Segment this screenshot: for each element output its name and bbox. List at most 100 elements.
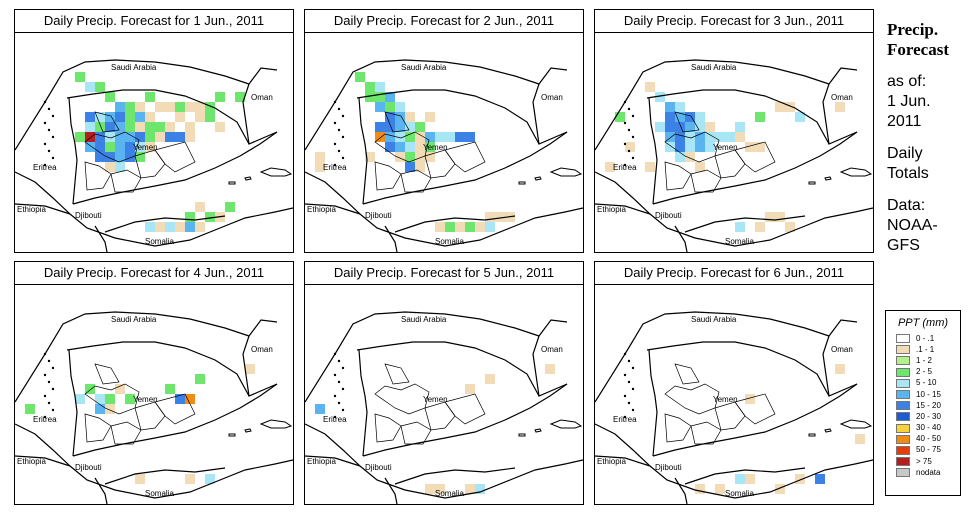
- precip-cell: [125, 122, 135, 132]
- precip-cell: [645, 162, 655, 172]
- boundary-line: [664, 383, 720, 415]
- country-label-somalia: Somalia: [145, 489, 174, 498]
- precip-cell: [665, 132, 675, 142]
- legend-swatch: [896, 423, 910, 433]
- country-label-yemen: Yemen: [423, 395, 448, 404]
- island-dot: [627, 401, 631, 405]
- island-outline: [839, 419, 873, 429]
- island-dot: [623, 163, 627, 167]
- country-label-yemen: Yemen: [423, 143, 448, 152]
- precip-cell: [95, 82, 105, 92]
- precip-cell: [745, 394, 755, 404]
- precip-cell: [715, 132, 725, 142]
- precip-cell: [195, 112, 205, 122]
- precip-cell: [795, 474, 805, 484]
- precip-cell: [495, 212, 505, 222]
- precip-cell: [245, 364, 255, 374]
- precip-cell: [395, 152, 405, 162]
- legend-label: .1 - 1: [916, 344, 935, 354]
- precip-cell: [655, 122, 665, 132]
- precip-cell: [785, 222, 795, 232]
- map-3: Saudi Arabia Oman Yemen Eritrea Ethiopia Djib…: [595, 32, 873, 252]
- country-label-eritrea: Eritrea: [323, 163, 347, 172]
- precip-cell: [75, 132, 85, 142]
- island-outline: [839, 167, 873, 177]
- boundary-line: [674, 363, 700, 385]
- precip-cell: [375, 122, 385, 132]
- boundary-line: [648, 349, 658, 457]
- precip-cell: [85, 384, 95, 394]
- boundary-line: [104, 215, 226, 233]
- boundary-line: [384, 111, 410, 133]
- precip-cell: [835, 102, 845, 112]
- precip-cell: [135, 474, 145, 484]
- country-label-somalia: Somalia: [435, 237, 464, 246]
- precip-cell: [95, 152, 105, 162]
- precip-cell: [615, 112, 625, 122]
- boundary-line: [374, 383, 430, 415]
- boundary-line: [358, 349, 368, 457]
- legend-label: 0 - .1: [916, 333, 935, 343]
- country-label-oman: Oman: [831, 345, 853, 354]
- boundary-line: [68, 97, 78, 205]
- country-label-saudi: Saudi Arabia: [111, 63, 157, 72]
- precip-cell: [315, 152, 325, 162]
- precip-cell: [685, 142, 695, 152]
- boundary-line: [652, 131, 858, 205]
- forecast-panel-5: Daily Precip. Forecast for 5 Jun., 2011 …: [304, 261, 584, 505]
- island-dot: [43, 352, 47, 356]
- precip-cell: [425, 112, 435, 122]
- country-label-saudi: Saudi Arabia: [691, 63, 737, 72]
- data-source-1: NOAA-: [887, 217, 938, 234]
- boundary-line: [154, 393, 196, 425]
- data-source-2: GFS: [887, 237, 920, 254]
- legend-item: 15 - 20: [896, 400, 960, 411]
- boundary-line: [532, 335, 568, 397]
- country-label-yemen: Yemen: [133, 143, 158, 152]
- boundary-line: [356, 341, 540, 397]
- precip-cell: [205, 112, 215, 122]
- island-dot: [337, 107, 341, 111]
- island-dot: [47, 401, 51, 405]
- precip-cell: [115, 102, 125, 112]
- country-label-eritrea: Eritrea: [613, 415, 637, 424]
- asof-date: 1 Jun.: [887, 93, 931, 110]
- precip-cell: [395, 102, 405, 112]
- precip-cell: [145, 142, 155, 152]
- legend-swatch: [896, 412, 910, 422]
- island-outline: [228, 433, 236, 437]
- legend-title: PPT (mm): [897, 317, 949, 329]
- boundary-line: [400, 169, 432, 193]
- legend-label: 20 - 30: [916, 411, 941, 421]
- legend-label: 30 - 40: [916, 423, 941, 433]
- precip-cell: [205, 102, 215, 112]
- island-outline: [228, 181, 236, 185]
- boundary-line: [72, 383, 278, 457]
- precip-cell: [95, 132, 105, 142]
- island-dot: [341, 408, 345, 412]
- precip-cell: [375, 92, 385, 102]
- boundary-line: [444, 141, 486, 173]
- precip-cell: [105, 394, 115, 404]
- island-dot: [43, 142, 47, 146]
- island-dot: [631, 408, 635, 412]
- island-dot: [43, 163, 47, 167]
- legend-item: .1 - 1: [896, 344, 960, 355]
- island-dot: [47, 149, 51, 153]
- island-dot: [627, 149, 631, 153]
- precip-cell: [115, 122, 125, 132]
- precip-cell: [175, 112, 185, 122]
- boundary-line: [595, 455, 651, 467]
- forecast-panel-4: Daily Precip. Forecast for 4 Jun., 2011 …: [14, 261, 294, 505]
- island-outline: [244, 176, 252, 181]
- boundary-line: [394, 215, 516, 233]
- precip-cell: [675, 122, 685, 132]
- precip-cell: [115, 112, 125, 122]
- island-dot: [43, 121, 47, 125]
- precip-cell: [125, 132, 135, 142]
- panel-title: Daily Precip. Forecast for 1 Jun., 2011: [15, 10, 293, 33]
- precip-map: Saudi Arabia Oman Yemen Eritrea Ethiopia Djib…: [305, 59, 583, 252]
- island-dot: [337, 128, 341, 132]
- precip-cell: [605, 162, 615, 172]
- precip-cell: [315, 404, 325, 414]
